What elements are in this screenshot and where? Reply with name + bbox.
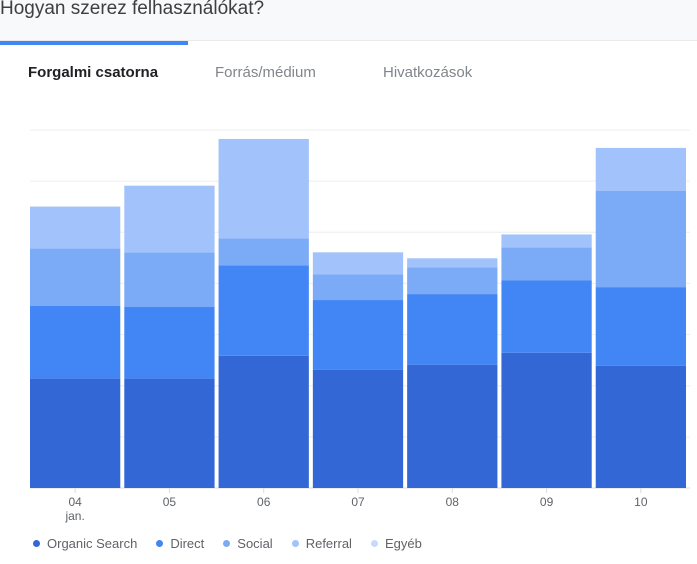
legend-dot-icon xyxy=(156,539,164,547)
legend-item-organic-search[interactable]: Organic Search xyxy=(33,536,137,551)
bar-segment-organic-search-05[interactable] xyxy=(124,378,215,488)
legend-label: Egyéb xyxy=(384,535,422,551)
bar-segment-organic-search-08[interactable] xyxy=(407,364,498,488)
tab-bar: Forgalmi csatorna Forrás/médium Hivatkoz… xyxy=(0,64,697,88)
x-tick-sublabel: jan. xyxy=(64,509,84,523)
x-tick-label: 07 xyxy=(351,495,365,509)
tab-forras-medium[interactable]: Forrás/médium xyxy=(215,64,316,81)
legend-item-direct[interactable]: Direct xyxy=(156,536,204,551)
x-tick-label: 10 xyxy=(634,495,648,509)
bar-segment-direct-05[interactable] xyxy=(124,307,215,379)
legend-dot-icon xyxy=(33,539,40,547)
bar-segment-direct-07[interactable] xyxy=(312,300,404,370)
bar-segment-referral-10[interactable] xyxy=(595,147,686,191)
bar-segment-referral-09[interactable] xyxy=(501,234,592,248)
bar-segment-organic-search-04[interactable] xyxy=(30,378,121,488)
bar-segment-social-08[interactable] xyxy=(407,267,498,295)
legend-label: Social xyxy=(237,535,273,551)
x-tick-label: 09 xyxy=(540,495,554,509)
x-tick-label: 04 xyxy=(68,495,82,509)
bar-segment-referral-05[interactable] xyxy=(124,185,215,253)
legend-dot-icon xyxy=(370,539,378,547)
bar-segment-direct-04[interactable] xyxy=(30,306,121,379)
bar-segment-organic-search-07[interactable] xyxy=(312,369,404,488)
bar-segment-referral-08[interactable] xyxy=(407,258,498,268)
bar-segment-social-09[interactable] xyxy=(501,247,592,281)
chart-legend: Organic Search Direct Social Referral Egyéb xyxy=(33,534,441,552)
bar-segment-social-07[interactable] xyxy=(312,274,404,301)
bar-segment-direct-10[interactable] xyxy=(595,287,686,366)
x-tick-label: 08 xyxy=(446,495,460,509)
tab-hivatkozasok[interactable]: Hivatkozások xyxy=(383,64,473,81)
legend-item-social[interactable]: Social xyxy=(223,535,273,551)
bar-segment-organic-search-09[interactable] xyxy=(501,352,592,488)
legend-dot-icon xyxy=(291,539,299,547)
tab-forgalmi-csatorna[interactable]: Forgalmi csatorna xyxy=(28,64,159,81)
legend-label: Direct xyxy=(170,535,205,551)
bar-segment-direct-08[interactable] xyxy=(407,294,498,365)
bar-segment-direct-09[interactable] xyxy=(501,280,592,353)
bar-segment-social-05[interactable] xyxy=(124,252,215,308)
legend-label: Referral xyxy=(305,535,352,551)
legend-item-egy-b[interactable]: Egyéb xyxy=(370,535,422,551)
x-tick-label: 06 xyxy=(257,495,271,509)
legend-dot-icon xyxy=(223,539,231,547)
bar-segment-organic-search-10[interactable] xyxy=(595,365,686,488)
legend-label: Organic Search xyxy=(47,535,138,551)
bar-segment-referral-06[interactable] xyxy=(218,138,309,239)
bar-segment-direct-06[interactable] xyxy=(218,265,309,356)
legend-item-referral[interactable]: Referral xyxy=(291,535,352,551)
bar-segment-referral-04[interactable] xyxy=(30,206,121,249)
bar-segment-organic-search-06[interactable] xyxy=(218,355,309,488)
bar-segment-referral-07[interactable] xyxy=(312,252,404,275)
bar-segment-social-04[interactable] xyxy=(30,248,121,307)
x-tick-label: 05 xyxy=(163,495,177,509)
header-bar: Hogyan szerez felhasználókat? xyxy=(0,0,697,41)
header-indicator xyxy=(0,41,188,45)
bar-segment-social-10[interactable] xyxy=(595,190,686,288)
page-title: Hogyan szerez felhasználókat? xyxy=(0,0,265,19)
bar-segment-social-06[interactable] xyxy=(218,238,309,266)
